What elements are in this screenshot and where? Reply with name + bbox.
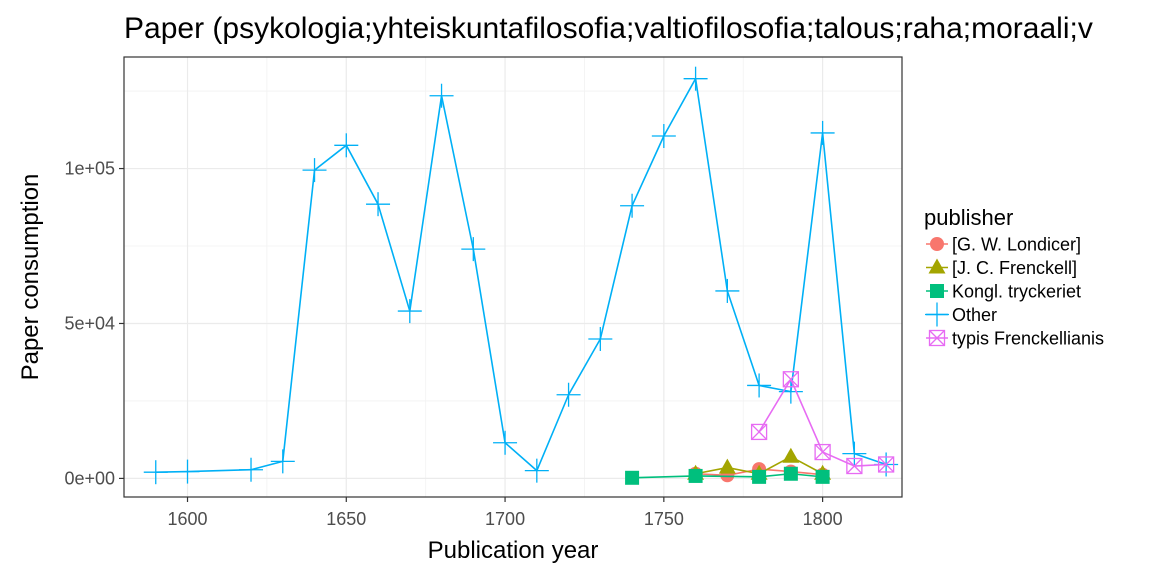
x-tick-label: 1750 bbox=[644, 509, 684, 529]
data-point bbox=[651, 124, 676, 149]
legend-label: [G. W. Londicer] bbox=[952, 235, 1081, 255]
legend: publisher [G. W. Londicer] [J. C. Frencke… bbox=[924, 205, 1104, 349]
legend-key-marker bbox=[925, 302, 949, 327]
data-point bbox=[752, 469, 767, 484]
data-point bbox=[814, 443, 831, 461]
data-point bbox=[842, 441, 867, 466]
data-point bbox=[175, 459, 200, 484]
legend-title: publisher bbox=[924, 205, 1013, 230]
data-point bbox=[783, 466, 798, 481]
legend-key-marker bbox=[928, 329, 946, 347]
data-point bbox=[718, 458, 736, 474]
data-point bbox=[815, 469, 830, 484]
data-point bbox=[461, 237, 486, 262]
data-point bbox=[715, 278, 740, 303]
data-point bbox=[270, 449, 295, 474]
data-point bbox=[782, 447, 800, 463]
x-tick-label: 1600 bbox=[167, 509, 207, 529]
data-point bbox=[810, 120, 835, 145]
legend-item: [J. C. Frenckell] bbox=[926, 258, 1077, 278]
data-point bbox=[397, 299, 422, 324]
y-tick-label: 0e+00 bbox=[64, 468, 115, 488]
legend-key-marker bbox=[930, 284, 944, 298]
x-tick-label: 1700 bbox=[485, 509, 525, 529]
series-layer bbox=[143, 66, 899, 485]
legend-key-marker bbox=[928, 258, 946, 274]
x-axis: 1600 1650 1700 1750 1800 bbox=[167, 497, 843, 529]
legend-label: Other bbox=[952, 305, 997, 325]
x-axis-title: Publication year bbox=[428, 537, 599, 564]
y-axis: 0e+00 5e+04 1e+05 bbox=[64, 159, 124, 488]
legend-item: Kongl. tryckeriet bbox=[926, 282, 1081, 302]
series-4 bbox=[750, 371, 895, 475]
data-point bbox=[688, 468, 703, 483]
data-point bbox=[846, 457, 863, 475]
data-point bbox=[302, 158, 327, 183]
plot-panel bbox=[124, 57, 902, 497]
data-point bbox=[334, 133, 359, 158]
legend-label: Kongl. tryckeriet bbox=[952, 282, 1081, 302]
data-point bbox=[683, 66, 708, 91]
y-tick-label: 1e+05 bbox=[64, 159, 115, 179]
legend-item: Other bbox=[925, 302, 997, 327]
legend-item: [G. W. Londicer] bbox=[926, 235, 1081, 255]
data-point bbox=[556, 382, 581, 407]
x-tick-label: 1800 bbox=[803, 509, 843, 529]
data-point bbox=[429, 83, 454, 108]
data-point bbox=[782, 371, 800, 388]
legend-key-marker bbox=[930, 237, 944, 251]
y-tick-label: 5e+04 bbox=[64, 313, 115, 333]
data-point bbox=[750, 423, 768, 441]
legend-label: [J. C. Frenckell] bbox=[952, 258, 1077, 278]
data-point bbox=[143, 460, 168, 485]
x-tick-label: 1650 bbox=[326, 509, 366, 529]
legend-label: typis Frenckellianis bbox=[952, 329, 1104, 349]
data-point bbox=[524, 458, 549, 483]
data-point bbox=[493, 430, 518, 455]
data-point bbox=[877, 456, 895, 473]
data-point bbox=[747, 373, 772, 398]
legend-item: typis Frenckellianis bbox=[926, 329, 1104, 349]
data-point bbox=[588, 326, 613, 351]
y-axis-title: Paper consumption bbox=[17, 174, 44, 381]
data-point bbox=[239, 457, 264, 482]
data-point bbox=[625, 470, 640, 485]
chart-title: Paper (psykologia;yhteiskuntafilosofia;v… bbox=[124, 12, 1093, 45]
data-point bbox=[366, 192, 391, 217]
data-point bbox=[620, 193, 645, 218]
series-3 bbox=[143, 66, 899, 485]
series-2 bbox=[625, 466, 830, 485]
plot-border bbox=[123, 56, 903, 498]
